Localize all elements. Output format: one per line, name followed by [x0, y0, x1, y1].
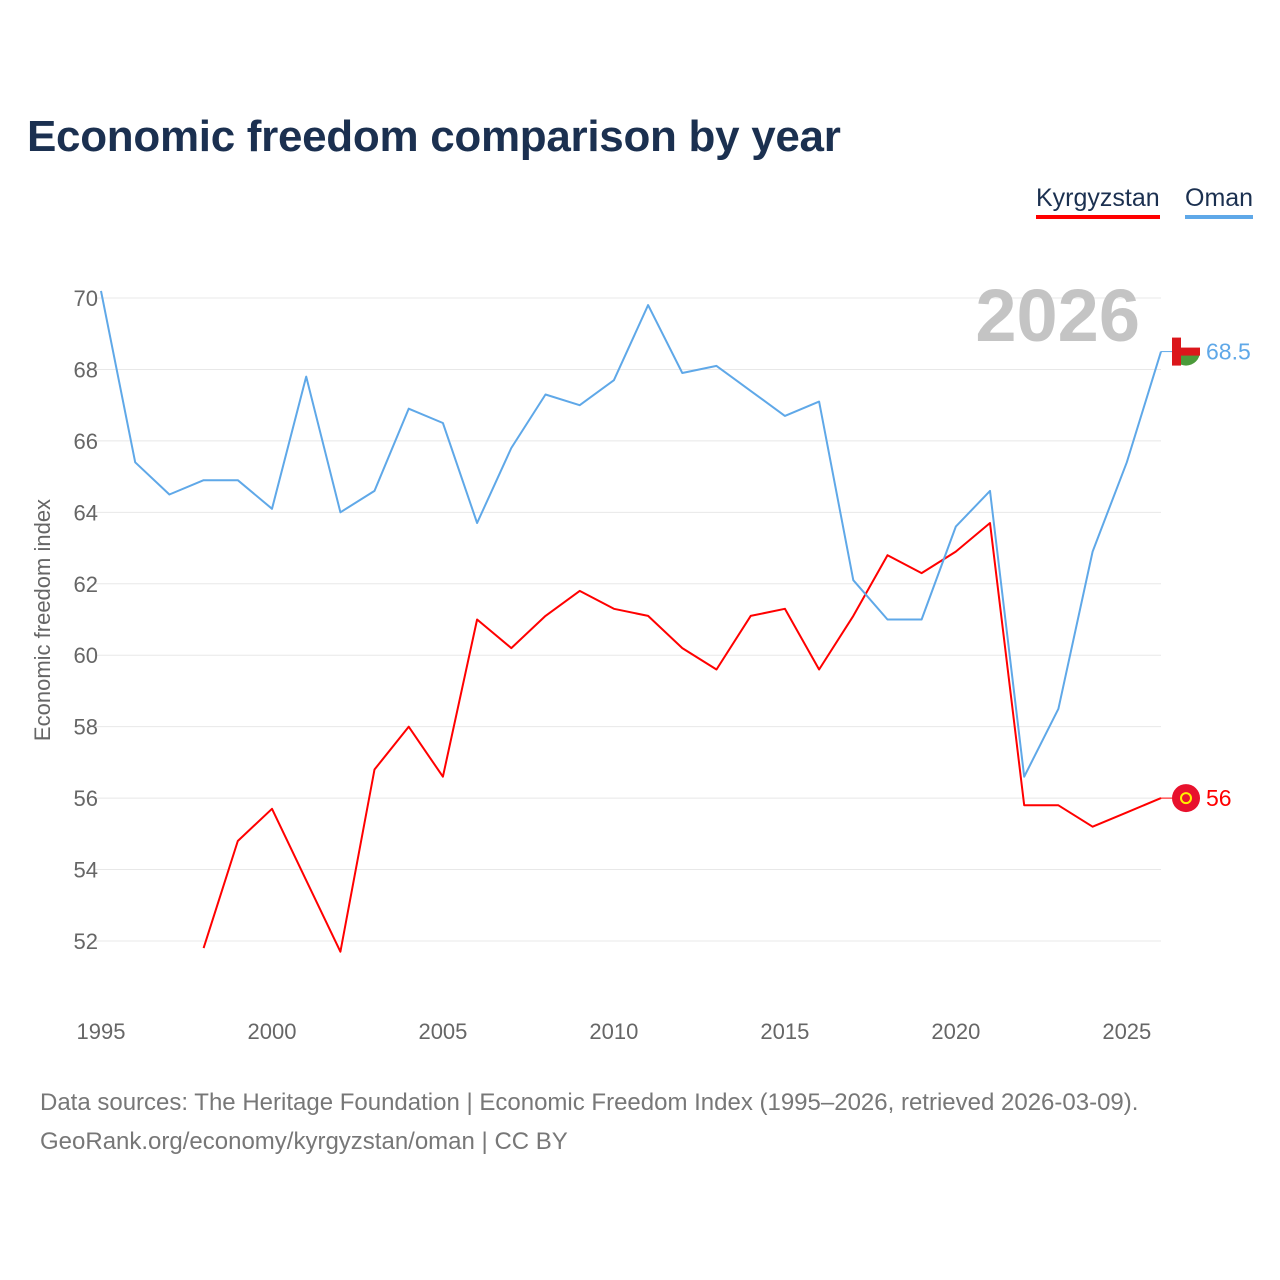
end-label-kyrgyzstan: 56: [1206, 785, 1232, 811]
x-axis-ticks: 1995 2000 2005 2010 2015 2020 2025: [77, 1019, 1152, 1044]
gridlines: [95, 297, 1161, 942]
legend-item-oman[interactable]: Oman: [1185, 184, 1254, 219]
y-tick-label: 58: [74, 715, 98, 740]
y-axis-label: Economic freedom index: [30, 499, 55, 741]
y-tick-label: 60: [74, 643, 98, 668]
x-tick-label: 2000: [247, 1019, 296, 1044]
chart-title: Economic freedom comparison by year: [27, 112, 841, 161]
oman-flag-icon: [1172, 337, 1200, 366]
x-tick-label: 2025: [1102, 1019, 1151, 1044]
x-tick-label: 1995: [77, 1019, 126, 1044]
x-tick-label: 2010: [589, 1019, 638, 1044]
year-watermark: 2026: [975, 274, 1140, 357]
y-tick-label: 54: [74, 858, 98, 883]
x-tick-label: 2005: [418, 1019, 467, 1044]
y-tick-label: 56: [74, 786, 98, 811]
x-tick-label: 2020: [931, 1019, 980, 1044]
series-line-kyrgyzstan: [202, 522, 1162, 953]
kyrgyzstan-flag-icon: [1172, 784, 1200, 813]
y-tick-label: 66: [74, 429, 98, 454]
x-tick-label: 2015: [760, 1019, 809, 1044]
y-tick-label: 62: [74, 572, 98, 597]
y-tick-label: 52: [74, 929, 98, 954]
y-tick-label: 70: [74, 286, 98, 311]
series-line-oman: [100, 290, 1162, 778]
y-axis-ticks: 52 54 56 58 60 62 64 66 68 70: [74, 286, 98, 954]
legend-item-kyrgyzstan[interactable]: Kyrgyzstan: [1036, 184, 1160, 219]
source-line-1: Data sources: The Heritage Foundation | …: [40, 1089, 1139, 1116]
end-label-oman: 68.5: [1206, 339, 1251, 365]
series-lines: [100, 290, 1162, 953]
source-line-2[interactable]: GeoRank.org/economy/kyrgyzstan/oman | CC…: [40, 1128, 568, 1155]
series-end-labels: 56 68.5: [1161, 337, 1251, 813]
y-tick-label: 64: [74, 500, 98, 525]
y-tick-label: 68: [74, 357, 98, 382]
